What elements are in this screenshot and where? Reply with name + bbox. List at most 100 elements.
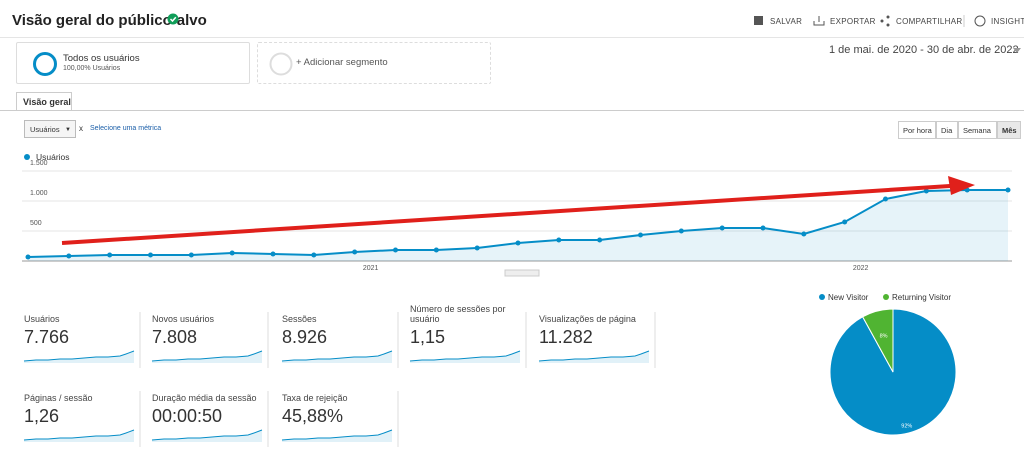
metric-select[interactable]: Usuários ▼ xyxy=(24,120,76,138)
metric-value: 1,26 xyxy=(24,406,60,426)
granularity-button[interactable]: Semana xyxy=(958,121,997,139)
caret: ▼ xyxy=(65,127,71,133)
metric-label: Duração média da sessão xyxy=(152,393,257,403)
sparkline-area xyxy=(282,351,392,363)
action-button[interactable]: SALVAR xyxy=(770,17,803,26)
point xyxy=(719,225,725,231)
metric-value: 45,88% xyxy=(282,406,344,426)
dropdown-caret xyxy=(1013,48,1021,53)
segment-circle xyxy=(33,52,57,76)
point xyxy=(1005,187,1011,193)
pie-label: 92% xyxy=(901,424,912,430)
point xyxy=(66,253,72,259)
metric-label: Número de sessões por usuário xyxy=(410,304,506,324)
point xyxy=(597,237,603,243)
metric-label: Novos usuários xyxy=(152,314,215,324)
sparkline xyxy=(409,350,521,362)
sparkline xyxy=(281,429,393,441)
metric-label: Usuários xyxy=(24,314,60,324)
sparkline-area xyxy=(152,430,262,442)
point xyxy=(311,252,317,258)
sparkline-area xyxy=(282,430,392,442)
point xyxy=(433,247,439,253)
point xyxy=(760,225,766,231)
sparkline-area xyxy=(24,430,134,442)
point xyxy=(801,231,807,237)
action-button[interactable]: EXPORTAR xyxy=(830,17,876,26)
point xyxy=(638,232,643,238)
legend-dot xyxy=(24,154,30,160)
pie-slice xyxy=(861,308,894,373)
point xyxy=(270,251,276,257)
metric-add[interactable]: Selecione uma métrica xyxy=(90,125,162,132)
action-button[interactable]: INSIGHTS xyxy=(991,17,1024,26)
legend-label: Returning Visitor xyxy=(892,293,951,302)
scroll-handle xyxy=(504,269,540,277)
area xyxy=(28,190,1008,261)
metric-label: Páginas / sessão xyxy=(24,393,93,403)
y-tick-label: 1.500 xyxy=(30,160,48,167)
sparkline-area xyxy=(539,351,649,363)
point xyxy=(148,252,153,258)
add-segment-label: + Adicionar segmento xyxy=(296,57,388,68)
granularity-button[interactable]: Por hora xyxy=(898,121,936,139)
segment-sub: 100,00% Usuários xyxy=(63,65,121,72)
annotation-arrow xyxy=(61,184,951,245)
point xyxy=(883,196,888,202)
point xyxy=(25,254,31,260)
y-tick-label: 1.000 xyxy=(30,190,48,197)
sparkline-area xyxy=(24,351,134,363)
y-tick-label: 500 xyxy=(30,220,42,227)
point xyxy=(678,228,684,234)
point xyxy=(107,252,113,258)
x-tick-label: 2022 xyxy=(853,265,869,272)
segment-card[interactable]: Todos os usuários 100,00% Usuários xyxy=(16,42,250,84)
verified-icon xyxy=(167,13,179,25)
metric-value: 7.808 xyxy=(152,327,198,347)
divider xyxy=(0,37,1024,38)
tab[interactable]: Visão geral xyxy=(16,92,72,110)
point xyxy=(556,237,562,243)
legend-label: Usuários xyxy=(36,152,70,162)
metric-label: Sessões xyxy=(282,314,317,324)
point xyxy=(474,245,480,251)
page-title: Visão geral do público-alvo xyxy=(12,12,207,29)
metric-value: 7.766 xyxy=(24,327,70,347)
sparkline xyxy=(151,429,263,441)
point xyxy=(352,249,358,255)
pie-label: 8% xyxy=(880,333,888,339)
point xyxy=(229,250,235,256)
granularity-button[interactable]: Dia xyxy=(936,121,958,139)
sparkline xyxy=(23,429,135,441)
metric-remove[interactable]: x xyxy=(79,124,83,133)
action-button[interactable]: COMPARTILHAR xyxy=(896,17,963,26)
metric-label: Visualizações de página xyxy=(539,314,636,324)
point xyxy=(393,247,398,253)
sparkline xyxy=(281,350,393,362)
metric-value: 8.926 xyxy=(282,327,328,347)
point xyxy=(923,188,929,194)
annotation-arrowhead xyxy=(948,176,975,195)
legend-label: New Visitor xyxy=(828,293,869,302)
point xyxy=(188,252,194,258)
action-icons xyxy=(754,15,986,27)
segment-name: Todos os usuários xyxy=(63,53,140,64)
date-range[interactable]: 1 de mai. de 2020 - 30 de abr. de 2022 xyxy=(829,44,1019,56)
add-segment[interactable]: + Adicionar segmento xyxy=(257,42,491,84)
metric-select-label: Usuários xyxy=(30,125,60,134)
x-tick-label: 2021 xyxy=(363,265,379,272)
sparkline-area xyxy=(152,351,262,363)
metric-value: 11.282 xyxy=(539,327,593,347)
granularity-button[interactable]: Mês xyxy=(997,121,1021,139)
legend-dot xyxy=(819,294,825,300)
point xyxy=(515,240,521,246)
sparkline-area xyxy=(410,351,520,363)
metric-label: Taxa de rejeição xyxy=(282,393,348,403)
sparkline xyxy=(151,350,263,362)
point xyxy=(842,219,848,225)
sparkline xyxy=(538,350,650,362)
add-circle xyxy=(269,52,293,76)
tab-line xyxy=(0,110,1024,111)
